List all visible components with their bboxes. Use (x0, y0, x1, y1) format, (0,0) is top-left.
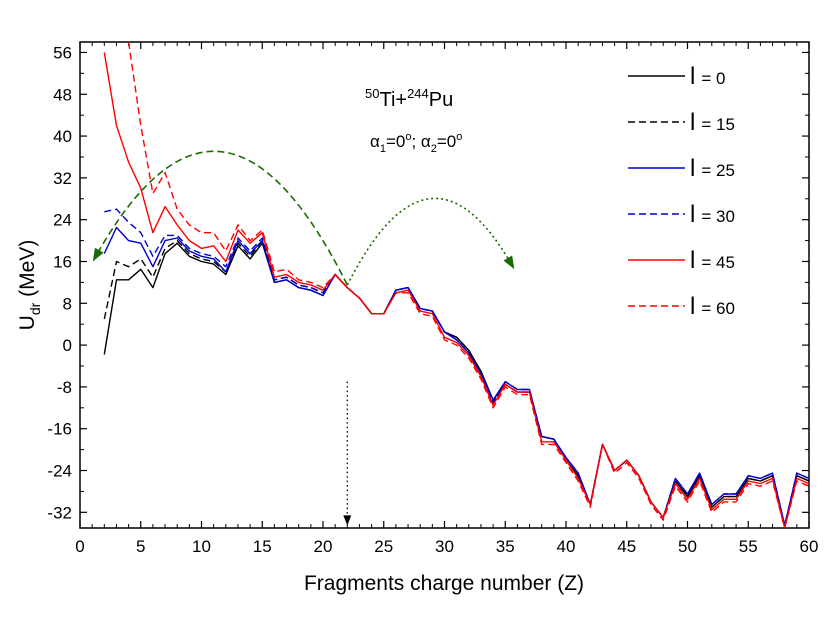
x-tick-label: 35 (496, 537, 515, 556)
y-tick-label: 8 (63, 294, 72, 313)
axis-ticks (79, 42, 810, 528)
y-tick-label: 0 (63, 336, 72, 355)
series-line-3 (104, 208, 809, 527)
legend-value: = 25 (701, 161, 735, 180)
alpha-1-sub: 1 (380, 143, 386, 155)
x-tick-label: 15 (253, 537, 272, 556)
y-tick-label: -16 (47, 420, 72, 439)
y-tick-label: 40 (53, 127, 72, 146)
y-tick-label: 32 (53, 169, 72, 188)
arrowhead-0 (92, 247, 104, 262)
legend-value: = 0 (701, 69, 725, 88)
y-tick-labels: 56 48 40 32 24 16 8 0 -8 -16 -24 -32 (47, 43, 72, 522)
legend-prefix: l (690, 63, 695, 90)
legend: l = 0 l = 15 l = 25 l = 30 l = 45 l = 60 (628, 63, 735, 320)
x-axis-title: Fragments charge number (Z) (304, 572, 584, 595)
series-line-5 (127, 42, 809, 528)
y-axis-title-unit: (MeV) (16, 240, 39, 303)
legend-value: = 30 (701, 207, 735, 226)
alpha-1-deg: o (405, 131, 411, 143)
alpha-2-sub: 2 (431, 143, 437, 155)
y-tick-label: -24 (47, 462, 72, 481)
legend-label: l = 60 (690, 293, 735, 320)
x-tick-label: 40 (557, 537, 576, 556)
arrowhead-1 (503, 255, 515, 270)
vertical-arrowhead (343, 515, 352, 526)
x-tick-label: 0 (75, 537, 84, 556)
reaction-mass-pu: 244 (407, 86, 429, 101)
legend-prefix: l (690, 201, 695, 228)
alpha-1: α (370, 132, 380, 151)
legend-value: = 45 (701, 253, 735, 272)
x-tick-label: 30 (435, 537, 454, 556)
y-tick-label: 56 (53, 43, 72, 62)
arc-arrow-0 (95, 150, 349, 286)
x-tick-label: 45 (617, 537, 636, 556)
reaction-label: 50Ti+244Pu (365, 86, 453, 111)
reaction-pu: Pu (429, 89, 453, 111)
legend-prefix: l (690, 109, 695, 136)
reaction-mass-ti: 50 (365, 86, 379, 101)
series-line-4 (103, 52, 809, 528)
legend-label: l = 30 (690, 201, 735, 228)
legend-label: l = 45 (690, 247, 735, 274)
x-tick-labels: 0 5 10 15 20 25 30 35 40 45 50 55 60 (75, 537, 818, 556)
x-tick-label: 25 (374, 537, 393, 556)
legend-prefix: l (690, 247, 695, 274)
legend-value: = 15 (701, 115, 735, 134)
x-tick-label: 55 (739, 537, 758, 556)
x-tick-label: 20 (314, 537, 333, 556)
legend-label: l = 0 (690, 63, 725, 90)
legend-label: l = 15 (690, 109, 735, 136)
alpha-2-deg: o (456, 131, 462, 143)
y-axis-title: Udr (MeV) (16, 240, 43, 331)
legend-label: l = 25 (690, 155, 735, 182)
x-tick-label: 10 (192, 537, 211, 556)
x-tick-label: 5 (136, 537, 145, 556)
y-tick-label: -8 (57, 378, 72, 397)
series-line-1 (103, 239, 809, 527)
y-axis-title-sub: dr (27, 302, 43, 315)
angles-label: α1=0o; α2=0o (370, 131, 462, 155)
reaction-ti: Ti+ (379, 89, 407, 111)
y-tick-label: 48 (53, 85, 72, 104)
y-tick-label: -32 (47, 503, 72, 522)
x-tick-label: 60 (800, 537, 819, 556)
legend-value: = 60 (701, 299, 735, 318)
y-tick-label: 16 (53, 252, 72, 271)
x-tick-label: 50 (678, 537, 697, 556)
legend-prefix: l (690, 155, 695, 182)
alpha-1-value: =0 (386, 132, 405, 151)
y-axis-title-main: U (16, 315, 39, 330)
legend-prefix: l (690, 293, 695, 320)
alpha-2-value: =0 (437, 132, 456, 151)
plot-frame (79, 41, 810, 529)
arc-arrow-1 (346, 197, 513, 286)
arrow-layer (92, 150, 515, 526)
alpha-2: ; α (411, 132, 430, 151)
series-layer (103, 42, 809, 528)
y-tick-label: 24 (53, 211, 72, 230)
